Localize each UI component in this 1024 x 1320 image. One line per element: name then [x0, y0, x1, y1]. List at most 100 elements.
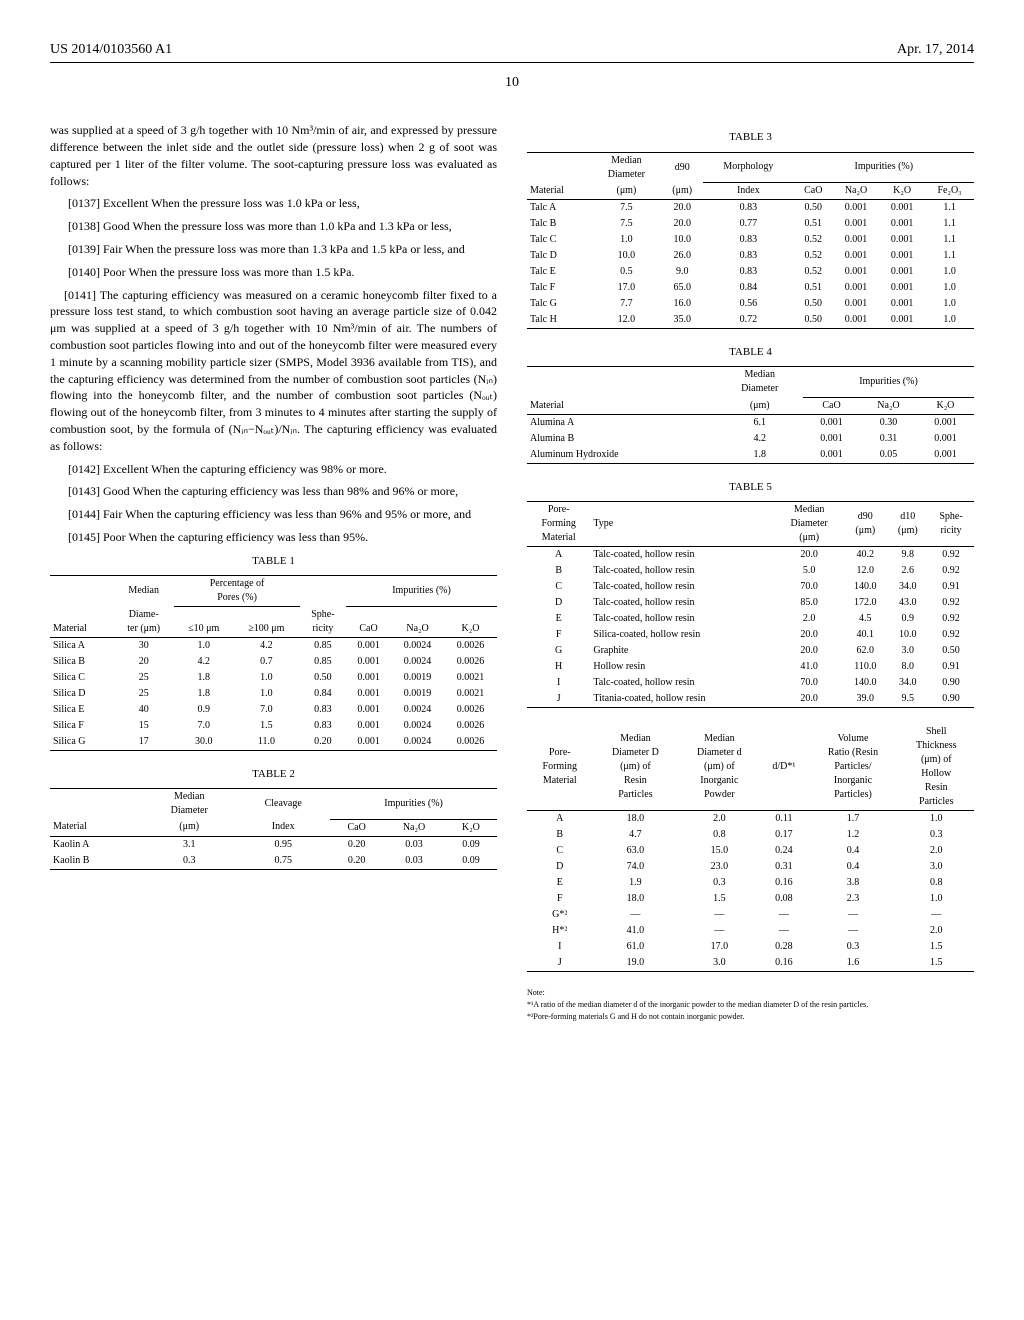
table-row: GGraphite20.062.03.00.50 — [527, 643, 974, 659]
table-cell: 0.3 — [678, 875, 760, 891]
col-header: Material — [50, 819, 142, 836]
table-cell: 0.0021 — [444, 670, 497, 686]
table-cell: Kaolin A — [50, 836, 142, 853]
table-cell: 0.001 — [833, 296, 879, 312]
table-cell: 20.0 — [775, 691, 843, 708]
table-cell: 18.0 — [593, 811, 679, 828]
table-cell: 2.3 — [807, 891, 898, 907]
table-cell: F — [527, 891, 593, 907]
table-cell: 0.92 — [928, 563, 974, 579]
table-row: ITalc-coated, hollow resin70.0140.034.00… — [527, 675, 974, 691]
table-cell: J — [527, 691, 590, 708]
table-cell: 5.0 — [775, 563, 843, 579]
table-cell: 0.92 — [928, 627, 974, 643]
col-header: MedianDiameter — [142, 789, 236, 820]
table-cell: 0.001 — [879, 264, 925, 280]
table-cell: Talc E — [527, 264, 591, 280]
table-cell: 34.0 — [888, 675, 928, 691]
col-header: Na₂O — [391, 607, 444, 638]
table-cell: 7.5 — [591, 200, 661, 217]
table-cell: 15.0 — [678, 843, 760, 859]
table-cell: 0.5 — [591, 264, 661, 280]
table-cell: 0.50 — [794, 200, 833, 217]
table-cell: 10.0 — [591, 248, 661, 264]
para-0137: [0137] Excellent When the pressure loss … — [50, 195, 497, 212]
table-cell: 0.4 — [807, 843, 898, 859]
para-0138: [0138] Good When the pressure loss was m… — [50, 218, 497, 235]
table5-title: TABLE 5 — [527, 480, 974, 495]
table-cell: 0.001 — [879, 296, 925, 312]
table-cell: 0.001 — [879, 280, 925, 296]
table-cell: J — [527, 955, 593, 972]
table-cell: 74.0 — [593, 859, 679, 875]
table-cell: 0.85 — [300, 654, 346, 670]
table-cell: E — [527, 875, 593, 891]
table-cell: 0.85 — [300, 637, 346, 654]
table-cell: 4.2 — [716, 431, 803, 447]
table-cell: 0.92 — [928, 547, 974, 564]
col-header: d90 — [661, 152, 703, 183]
table-cell: Aluminum Hydroxide — [527, 447, 716, 464]
col-header: (μm) — [142, 819, 236, 836]
table-cell: 0.001 — [879, 216, 925, 232]
col-header: CaO — [794, 183, 833, 200]
table-cell: 0.83 — [300, 718, 346, 734]
table-cell: 0.20 — [330, 836, 383, 853]
table-cell: 0.0024 — [391, 702, 444, 718]
table-cell: B — [527, 563, 590, 579]
table-cell: 1.9 — [593, 875, 679, 891]
table-cell: 0.52 — [794, 232, 833, 248]
table-cell: 3.0 — [888, 643, 928, 659]
table-cell: E — [527, 611, 590, 627]
table-cell: 34.0 — [888, 579, 928, 595]
table-cell: 20.0 — [661, 216, 703, 232]
table-cell: 63.0 — [593, 843, 679, 859]
table-cell: 0.9 — [888, 611, 928, 627]
col-header: K₂O — [917, 397, 974, 414]
table-cell: 0.51 — [794, 280, 833, 296]
table-cell: C — [527, 843, 593, 859]
col-header: ShellThickness(μm) ofHollowResinParticle… — [899, 724, 974, 811]
table-cell: 1.0 — [925, 264, 974, 280]
table-cell: 1.0 — [925, 296, 974, 312]
table-row: Talc B7.520.00.770.510.0010.0011.1 — [527, 216, 974, 232]
table-cell: 9.5 — [888, 691, 928, 708]
table-cell: 0.50 — [794, 312, 833, 329]
table-cell: 0.3 — [142, 853, 236, 870]
table-cell: 0.001 — [346, 637, 391, 654]
col-header: MedianDiameter D(μm) ofResinParticles — [593, 724, 679, 811]
right-column: TABLE 3 MedianDiameter d90 Morphology Im… — [527, 122, 974, 1021]
table-cell: 0.0026 — [444, 637, 497, 654]
table-cell: 0.31 — [860, 431, 917, 447]
table-cell: G*² — [527, 907, 593, 923]
table-cell: 0.0019 — [391, 670, 444, 686]
table-row: Silica B204.20.70.850.0010.00240.0026 — [50, 654, 497, 670]
table-cell: 1.6 — [807, 955, 898, 972]
table-cell: 0.83 — [703, 200, 794, 217]
table-row: FSilica-coated, hollow resin20.040.110.0… — [527, 627, 974, 643]
table-cell: Talc B — [527, 216, 591, 232]
table-cell: 20.0 — [775, 547, 843, 564]
table-cell: 0.17 — [760, 827, 807, 843]
table-cell: H — [527, 659, 590, 675]
table-cell: 0.83 — [703, 264, 794, 280]
table-cell: Talc-coated, hollow resin — [590, 563, 775, 579]
table-cell: Talc A — [527, 200, 591, 217]
col-header: K₂O — [445, 819, 497, 836]
para-0140: [0140] Poor When the pressure loss was m… — [50, 264, 497, 281]
col-header: ≥100 μm — [233, 607, 300, 638]
table-cell: 0.001 — [833, 280, 879, 296]
table-2: MedianDiameter Cleavage Impurities (%) M… — [50, 788, 497, 872]
table-cell: 61.0 — [593, 939, 679, 955]
table-cell: 0.8 — [899, 875, 974, 891]
table-cell: 65.0 — [661, 280, 703, 296]
col-header: K₂O — [444, 607, 497, 638]
table-cell: 0.50 — [928, 643, 974, 659]
table-cell: 1.5 — [899, 955, 974, 972]
table-row: B4.70.80.171.20.3 — [527, 827, 974, 843]
table-cell: Silica B — [50, 654, 113, 670]
table-cell: 3.0 — [899, 859, 974, 875]
table-cell: — — [760, 923, 807, 939]
table-row: DTalc-coated, hollow resin85.0172.043.00… — [527, 595, 974, 611]
table-cell: C — [527, 579, 590, 595]
